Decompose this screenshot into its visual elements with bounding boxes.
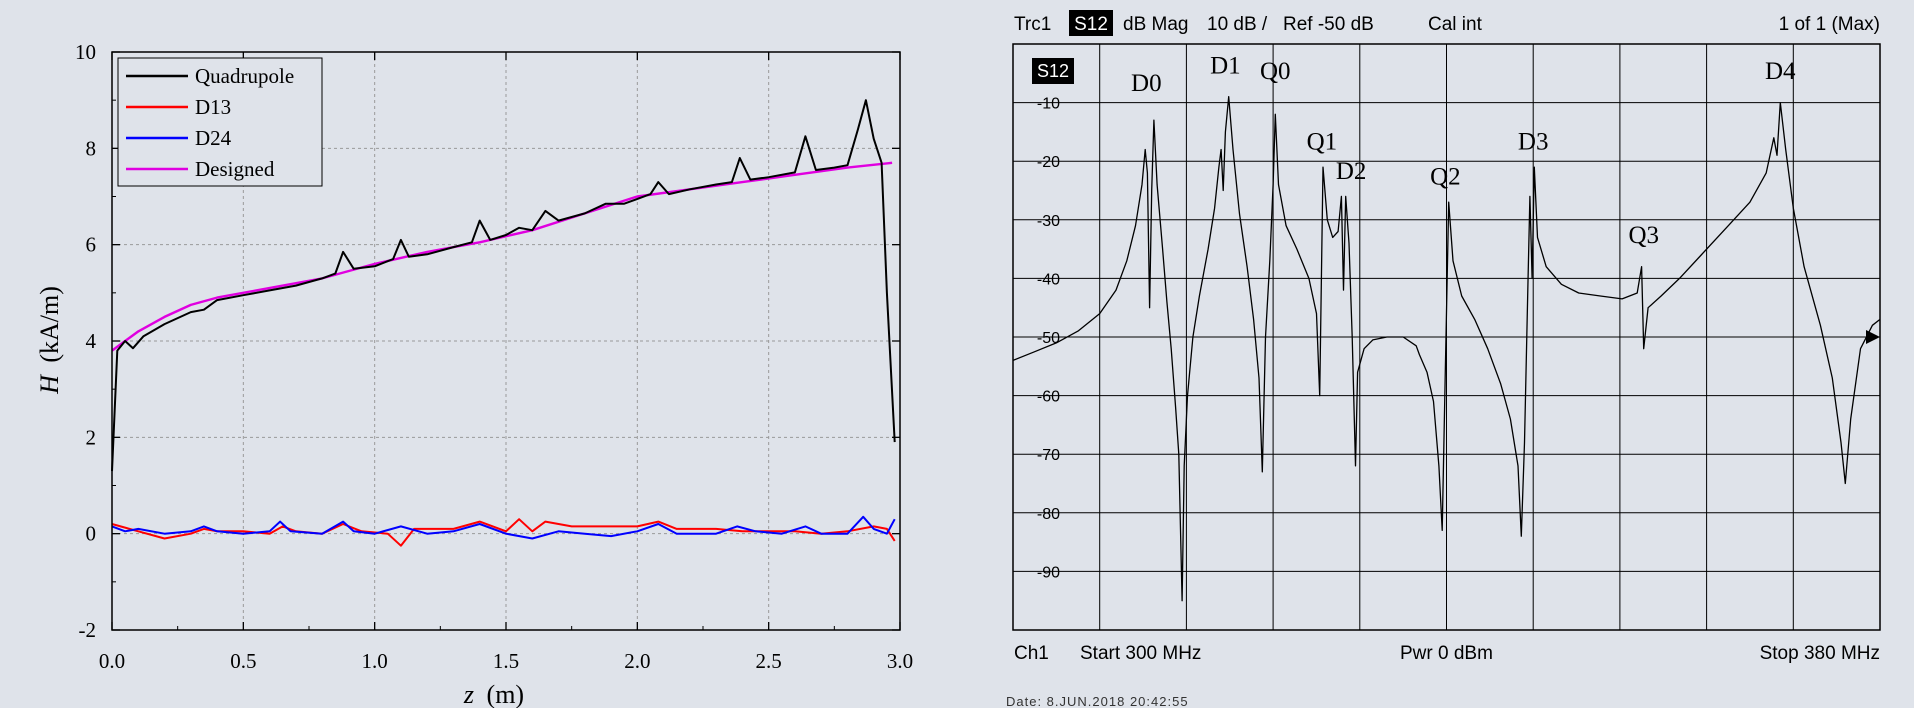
annotation-q3: Q3 <box>1628 222 1659 249</box>
header-count: 1 of 1 (Max) <box>1779 14 1880 35</box>
legend-label-d24: D24 <box>195 126 232 150</box>
right-y-tick-label: -10 <box>1037 96 1060 113</box>
footer-power: Pwr 0 dBm <box>1400 643 1493 664</box>
y-tick-label: 10 <box>75 40 96 64</box>
right-y-tick-labels: -10 -20 -30 -40 -50 -60 -70 -80 -90 <box>1037 96 1060 582</box>
header-format: dB Mag <box>1123 14 1188 35</box>
header-trace: Trc1 <box>1014 14 1051 35</box>
annotation-d1: D1 <box>1210 52 1241 79</box>
series-line-quadrupole <box>111 99 896 472</box>
footer-date: Date: 8.JUN.2018 20:42:55 <box>1006 694 1189 708</box>
annotation-q2: Q2 <box>1430 164 1461 191</box>
y-tick-label: -2 <box>79 618 97 642</box>
left-series-lines <box>111 99 896 547</box>
trace-badge: S12 <box>1037 61 1069 81</box>
y-axis-label: H (kA/m) <box>35 286 64 395</box>
mode-annotations: D0 D1 Q0 Q1 D2 Q2 D3 Q3 D4 <box>1131 52 1796 249</box>
x-tick-label: 3.0 <box>887 649 913 673</box>
header-scale: 10 dB / <box>1207 14 1268 35</box>
y-tick-label: 8 <box>86 136 97 160</box>
right-y-tick-label: -20 <box>1037 154 1060 171</box>
x-tick-label: 0.5 <box>230 649 256 673</box>
x-tick-label: 0.0 <box>99 649 125 673</box>
right-y-tick-label: -60 <box>1037 389 1060 406</box>
header-param: S12 <box>1074 14 1108 35</box>
annotation-d4: D4 <box>1765 58 1796 85</box>
right-y-tick-label: -80 <box>1037 506 1060 523</box>
x-tick-label: 2.5 <box>756 649 782 673</box>
annotation-d3: D3 <box>1518 128 1549 155</box>
x-tick-label: 1.0 <box>362 649 388 673</box>
header-param-badge <box>1069 10 1113 36</box>
vna-header: Trc1 S12 dB Mag 10 dB / Ref -50 dB Cal i… <box>1014 10 1880 36</box>
series-line-designed <box>111 161 893 352</box>
right-y-tick-label: -90 <box>1037 564 1060 581</box>
right-y-tick-label: -70 <box>1037 447 1060 464</box>
footer-start: Start 300 MHz <box>1080 643 1201 664</box>
left-legend: Quadrupole D13 D24 Designed <box>117 57 323 187</box>
legend-label-designed: Designed <box>195 157 275 181</box>
right-y-tick-label: -30 <box>1037 213 1060 230</box>
legend-box <box>117 57 323 187</box>
footer-channel: Ch1 <box>1014 643 1049 664</box>
annotation-q0: Q0 <box>1260 58 1291 85</box>
legend-label-d13: D13 <box>195 95 231 119</box>
series-line-d13 <box>111 518 896 547</box>
vna-trace-chart: Trc1 S12 dB Mag 10 dB / Ref -50 dB Cal i… <box>1006 10 1881 708</box>
vna-footer: Ch1 Start 300 MHz Pwr 0 dBm Stop 380 MHz <box>1014 643 1880 664</box>
annotation-q1: Q1 <box>1307 128 1338 155</box>
y-tick-label: 2 <box>86 425 97 449</box>
x-tick-label: 1.5 <box>493 649 519 673</box>
x-tick-label: 2.0 <box>624 649 650 673</box>
trace-badge-bg <box>1032 58 1074 84</box>
s12-trace <box>1012 96 1881 602</box>
y-tick-label: 0 <box>86 522 97 546</box>
y-tick-label: 4 <box>86 329 97 353</box>
annotation-d2: D2 <box>1336 158 1367 185</box>
x-axis-label: z (m) <box>463 680 524 708</box>
series-line-s12 <box>1012 96 1881 602</box>
annotation-d0: D0 <box>1131 70 1162 97</box>
field-profile-chart: 0.0 0.5 1.0 1.5 2.0 2.5 3.0 -2 0 2 4 6 8 10 Quadrupol… <box>35 40 913 708</box>
header-ref: Ref -50 dB <box>1283 14 1374 35</box>
y-tick-label: 6 <box>86 233 97 257</box>
series-line-d24 <box>111 515 896 540</box>
right-gridlines <box>1013 44 1880 630</box>
footer-stop: Stop 380 MHz <box>1760 643 1880 664</box>
header-cal: Cal int <box>1428 14 1483 35</box>
right-y-tick-label: -50 <box>1037 330 1060 347</box>
reference-marker <box>1866 330 1880 344</box>
legend-label-quadrupole: Quadrupole <box>195 64 294 88</box>
right-y-tick-label: -40 <box>1037 271 1060 288</box>
